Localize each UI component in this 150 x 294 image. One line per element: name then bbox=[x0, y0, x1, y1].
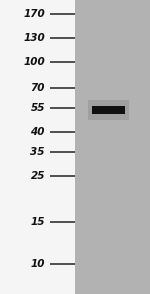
Text: 170: 170 bbox=[23, 9, 45, 19]
Text: 70: 70 bbox=[30, 83, 45, 93]
Text: 15: 15 bbox=[30, 217, 45, 227]
Text: 55: 55 bbox=[30, 103, 45, 113]
Bar bbox=[75, 0, 150, 294]
Text: 25: 25 bbox=[30, 171, 45, 181]
Bar bbox=[92, 106, 124, 114]
Text: 10: 10 bbox=[30, 259, 45, 269]
Bar bbox=[87, 100, 129, 120]
Text: 35: 35 bbox=[30, 147, 45, 157]
Text: 100: 100 bbox=[23, 57, 45, 67]
Text: 130: 130 bbox=[23, 33, 45, 43]
Text: 40: 40 bbox=[30, 127, 45, 137]
